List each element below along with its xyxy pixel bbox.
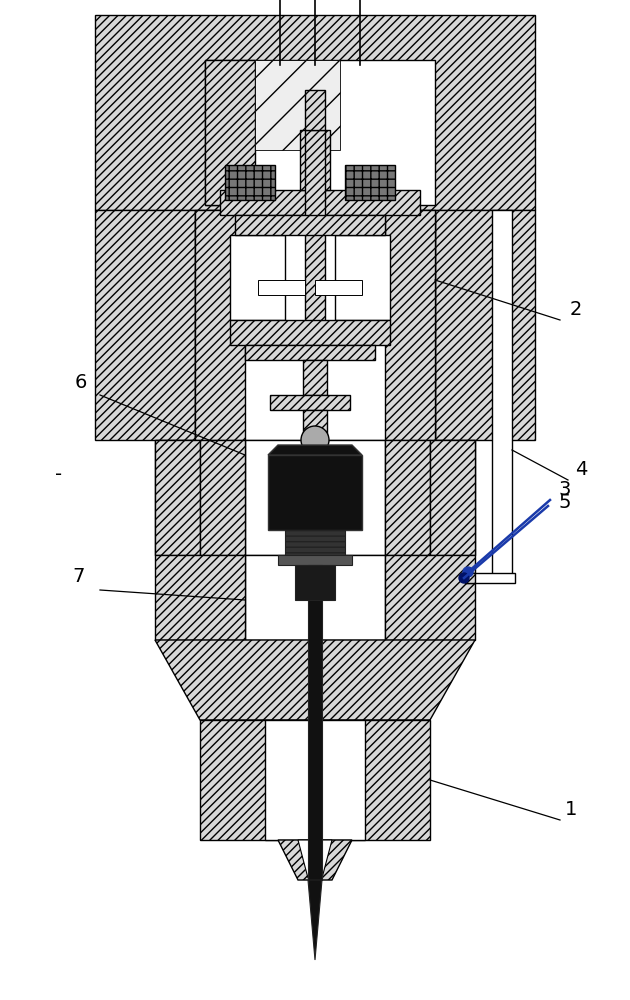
Polygon shape: [305, 90, 325, 130]
Polygon shape: [492, 210, 512, 580]
Polygon shape: [230, 320, 390, 345]
Polygon shape: [205, 60, 255, 205]
Polygon shape: [298, 840, 332, 878]
Polygon shape: [195, 210, 435, 440]
Polygon shape: [95, 210, 195, 440]
Text: -: -: [55, 465, 62, 484]
Polygon shape: [305, 130, 325, 340]
Polygon shape: [268, 445, 362, 455]
Polygon shape: [303, 410, 327, 435]
Polygon shape: [303, 360, 327, 395]
Circle shape: [463, 567, 473, 577]
Polygon shape: [278, 840, 352, 880]
Polygon shape: [230, 235, 285, 320]
Polygon shape: [195, 210, 245, 440]
Polygon shape: [270, 395, 350, 410]
Text: 5: 5: [558, 493, 571, 512]
Polygon shape: [95, 15, 535, 210]
Polygon shape: [430, 440, 475, 555]
Polygon shape: [225, 165, 275, 200]
Polygon shape: [245, 440, 385, 555]
Text: 1: 1: [565, 800, 577, 819]
Polygon shape: [245, 345, 375, 360]
Text: 4: 4: [575, 460, 587, 479]
Polygon shape: [155, 440, 200, 555]
Polygon shape: [345, 165, 395, 200]
Text: 2: 2: [570, 300, 582, 319]
Polygon shape: [220, 190, 420, 215]
Text: 6: 6: [75, 373, 88, 392]
Polygon shape: [278, 555, 352, 565]
Polygon shape: [200, 720, 430, 840]
Polygon shape: [385, 555, 475, 640]
Polygon shape: [255, 60, 340, 150]
Polygon shape: [300, 130, 330, 190]
Polygon shape: [435, 210, 535, 440]
Polygon shape: [465, 573, 515, 583]
Text: 7: 7: [72, 567, 84, 586]
Polygon shape: [335, 235, 390, 320]
Polygon shape: [258, 280, 305, 295]
Polygon shape: [200, 440, 245, 555]
Polygon shape: [235, 215, 385, 235]
Polygon shape: [245, 555, 385, 640]
Polygon shape: [385, 440, 430, 555]
Polygon shape: [265, 720, 365, 840]
Text: 3: 3: [558, 480, 570, 499]
Polygon shape: [285, 530, 345, 555]
Circle shape: [459, 573, 469, 583]
Polygon shape: [205, 60, 435, 205]
Polygon shape: [155, 640, 475, 720]
Circle shape: [301, 426, 329, 454]
Polygon shape: [268, 455, 362, 530]
Polygon shape: [315, 280, 362, 295]
Polygon shape: [155, 440, 200, 555]
Polygon shape: [385, 210, 435, 440]
Polygon shape: [155, 555, 245, 640]
Polygon shape: [308, 565, 322, 880]
Polygon shape: [308, 880, 322, 960]
Polygon shape: [430, 440, 475, 555]
Polygon shape: [295, 565, 335, 600]
Polygon shape: [465, 573, 475, 583]
